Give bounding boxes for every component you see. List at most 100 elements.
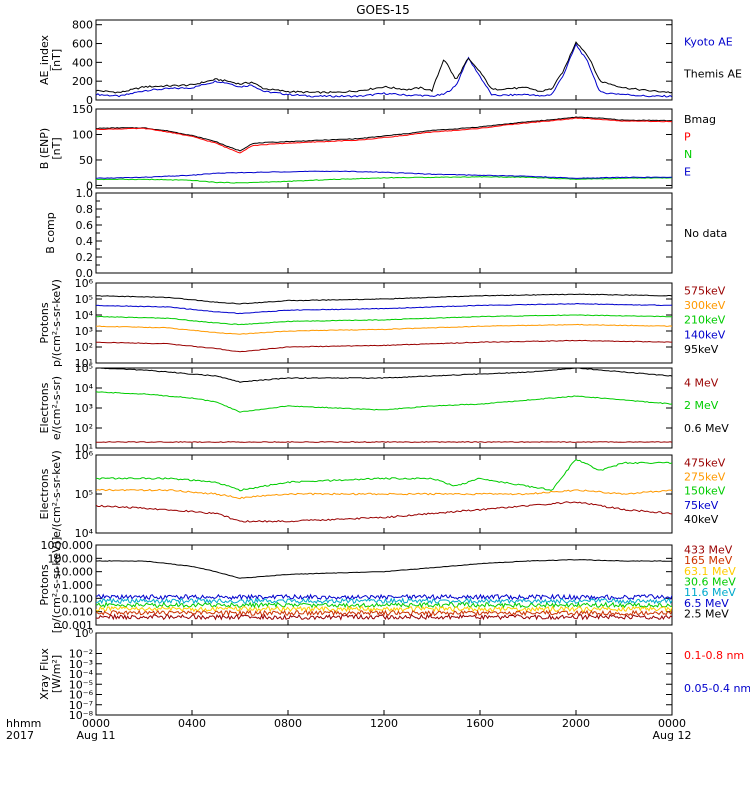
eps-band-line <box>96 597 672 605</box>
legend-entry: 95keV <box>684 343 719 356</box>
y-tick-label: 0.001 <box>62 619 94 632</box>
y-axis-title: [nT] <box>50 137 63 159</box>
chart-title: GOES-15 <box>356 3 410 17</box>
y-tick-label: 400 <box>72 56 93 69</box>
legend-entry: 4 MeV <box>684 376 719 389</box>
panel-eps_protons: 0.0010.0100.1001.00010.000100.0001000.00… <box>38 537 736 634</box>
y-tick-label: 10² <box>75 422 93 435</box>
legend-entry: E <box>684 166 691 179</box>
x-axis: hhmm 2017 0000 0400 0800 1200 1600 2000 0000Au… <box>6 717 691 742</box>
y-axis-title: Protons <box>38 302 51 343</box>
y-tick-label: 0.4 <box>76 235 94 248</box>
y-tick-label: 10³ <box>75 325 93 338</box>
y-axis-title: B (ENP) <box>38 128 51 169</box>
y-tick-label: 200 <box>72 75 93 88</box>
legend-entry: 165 MeV <box>684 554 733 567</box>
x-tick-label: 1600 <box>466 717 494 730</box>
series-line-150kev <box>96 458 672 492</box>
y-axis-title: B comp <box>44 212 57 254</box>
y-tick-label: 10⁻⁸ <box>69 709 94 722</box>
y-axis-title: p/(cm²-s-sr-keV) <box>50 279 63 367</box>
legend-entry: 575keV <box>684 285 726 298</box>
legend-entry: 0.1-0.8 nm <box>684 649 744 662</box>
y-tick-label: 0 <box>86 94 93 107</box>
legend-entry: P <box>684 131 691 144</box>
x-tick-label: 0400 <box>178 717 206 730</box>
series-line-140kev <box>96 302 672 315</box>
x-tick-label: 0800 <box>274 717 302 730</box>
panel-ae: 0 200 400 600 800 AE_index [nT] Kyoto AE Themis … <box>38 19 742 107</box>
series-line-575kev <box>96 339 672 353</box>
panel-mag_electrons: 10⁴ 10⁵ 10⁶ Electrons e/(cm²-s-sr-keV) 475keV… <box>38 449 726 540</box>
eps-band-line <box>96 593 672 601</box>
x-tick-label: 2000 <box>562 717 590 730</box>
series-line-275kev <box>96 488 672 500</box>
y-tick-label: 10⁻² <box>69 648 93 661</box>
eps-band-line <box>96 601 672 609</box>
series-group <box>96 368 672 443</box>
y-tick-label: 10⁵ <box>75 488 93 501</box>
y-tick-label: 10.000 <box>55 566 94 579</box>
x-axis-label-year: 2017 <box>6 729 34 742</box>
legend-entry: Themis AE <box>683 68 742 81</box>
series-line-bmag <box>96 116 672 152</box>
y-tick-label: 0 <box>86 179 93 192</box>
series-group <box>96 41 672 98</box>
y-tick-label: 100 <box>72 128 93 141</box>
y-axis-title: [p/(cm²-s-sr-keV)] <box>50 537 63 634</box>
y-tick-label: 10⁻⁵ <box>69 678 93 691</box>
legend-entry: Kyoto AE <box>684 36 733 49</box>
series-group <box>96 116 672 184</box>
legend-entry: 11.6 MeV <box>684 586 736 599</box>
series-line-475kev <box>96 501 672 523</box>
series-line-4-mev <box>96 441 672 443</box>
y-tick-label: 10⁵ <box>75 293 93 306</box>
series-group <box>96 559 672 621</box>
legend-entry: 2 MeV <box>684 399 719 412</box>
y-tick-label: 10⁻⁶ <box>69 689 94 702</box>
legend-entry: 140keV <box>684 328 726 341</box>
y-tick-label: 1.000 <box>62 579 94 592</box>
eps-band-line <box>96 609 672 617</box>
panel-frame <box>95 192 673 274</box>
y-tick-label: 0.6 <box>76 219 94 232</box>
y-tick-label: 0.2 <box>76 251 94 264</box>
series-group <box>96 458 672 523</box>
panel-xray: 10⁻⁸10⁻⁷10⁻⁶10⁻⁵10⁻⁴10⁻³10⁻² 10⁰ Xray Flux… <box>38 627 750 722</box>
series-line-95kev <box>96 293 672 305</box>
legend-entry: 433 MeV <box>684 544 733 557</box>
eps-band-line <box>96 613 672 621</box>
y-tick-label: 10⁴ <box>75 382 94 395</box>
series-line-kyoto-ae <box>96 42 672 98</box>
legend-entry: 30.6 MeV <box>684 576 736 589</box>
y-axis-title: AE_index <box>38 34 51 85</box>
panel-hi_electrons: 10¹ 10² 10³ 10⁴ 10⁵ Electrons e/(cm²-s-sr) 4 Me… <box>38 362 729 455</box>
y-axis-title: Electrons <box>38 468 51 519</box>
legend-entry: 0.05-0.4 nm <box>684 682 750 695</box>
legend-entry: 6.5 MeV <box>684 597 729 610</box>
series-line-n <box>96 176 672 184</box>
legend-entry: No data <box>684 227 727 240</box>
y-axis-title: Protons <box>38 564 51 605</box>
y-tick-label: 10⁰ <box>75 627 94 640</box>
y-tick-label: 1000.000 <box>41 539 94 552</box>
y-tick-label: 50 <box>79 154 93 167</box>
panel-frame <box>95 108 673 189</box>
y-tick-label: 10¹ <box>75 357 93 370</box>
y-tick-label: 10⁻⁷ <box>69 699 93 712</box>
y-tick-label: 10⁶ <box>75 277 94 290</box>
series-line-300kev <box>96 323 672 335</box>
x-tick-label: 0000 <box>82 717 110 730</box>
y-axis-title: Electrons <box>38 382 51 433</box>
panel-frame <box>95 632 673 716</box>
y-tick-label: 0.100 <box>62 592 94 605</box>
y-axis-title: [nT] <box>50 49 63 71</box>
legend-entry: 300keV <box>684 299 726 312</box>
x-date-label-end: Aug 12 <box>653 729 692 742</box>
series-line-2-mev <box>96 391 672 413</box>
eps-band-line <box>96 605 672 613</box>
y-tick-label: 0.0 <box>76 267 94 280</box>
y-tick-label: 10¹ <box>75 442 93 455</box>
